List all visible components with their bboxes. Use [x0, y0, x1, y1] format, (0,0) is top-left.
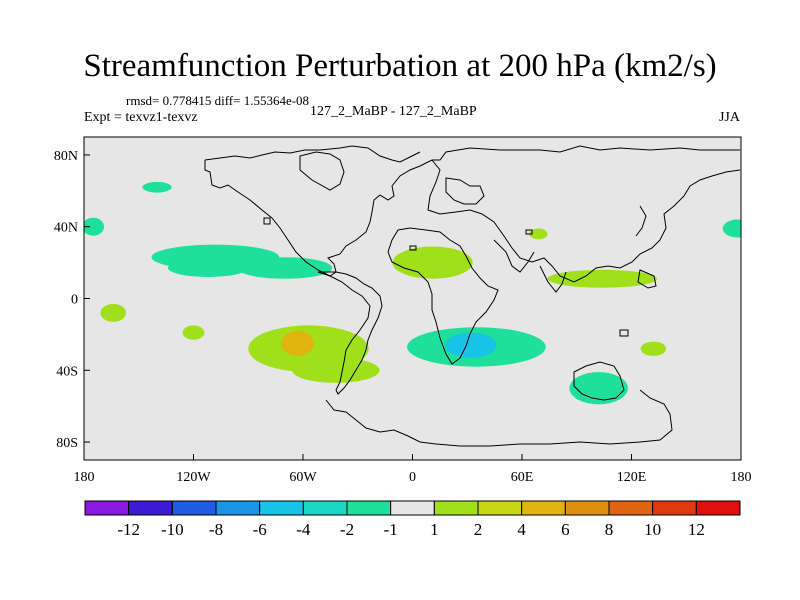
axis-ticks: 80N 40N 0 40S 80S 180 120W 60W 0 60E 120E 180	[54, 149, 752, 485]
contour-region-pos-11	[529, 228, 548, 240]
colorbar-swatch	[390, 500, 435, 516]
colorbar-label: 2	[474, 520, 483, 539]
x-tick-label: 60E	[511, 470, 534, 485]
contour-region-pos-12	[100, 303, 126, 322]
coastline-small-islands	[263, 217, 629, 337]
y-tick-label: 80S	[56, 436, 78, 451]
coastline-north-america	[204, 145, 740, 277]
x-tick-label: 0	[409, 470, 416, 485]
contour-region-neg-8	[445, 332, 497, 358]
coastline-east-asia-islands	[635, 205, 657, 289]
stats-line: rmsd= 0.778415 diff= 1.55364e-08	[126, 93, 310, 108]
colorbar-swatch	[652, 500, 697, 516]
x-tick-label: 120W	[176, 470, 211, 485]
colorbar-swatch	[521, 500, 566, 516]
coastline-antarctica	[325, 389, 673, 447]
colorbar-label: -1	[384, 520, 398, 539]
colorbar-swatch	[433, 500, 479, 516]
colorbar-label: -2	[340, 520, 354, 539]
colorbar-label: 4	[517, 520, 526, 539]
coastline-south-america	[317, 271, 383, 395]
x-tick-label: 180	[731, 470, 752, 485]
contour-region-pos-15	[182, 325, 205, 340]
colorbar-swatch	[302, 500, 348, 516]
y-tick-label: 80N	[54, 149, 78, 164]
contour-region-neg-5	[722, 219, 741, 238]
x-tick-label: 180	[74, 470, 95, 485]
colorbar-label: 12	[688, 520, 705, 539]
colorbar-label: -10	[161, 520, 184, 539]
contour-region-neg-3	[142, 181, 172, 193]
colorbar-swatch	[84, 500, 130, 516]
colorbar-swatch	[564, 500, 610, 516]
colorbar-swatch	[608, 500, 654, 516]
y-tick-label: 40N	[54, 221, 78, 236]
y-tick-label: 0	[71, 293, 78, 308]
colorbar-label: -6	[253, 520, 267, 539]
colorbar-label: -8	[209, 520, 223, 539]
contour-region-neg-2	[237, 257, 333, 279]
coastline-australia	[573, 361, 625, 401]
colorbar: -12 -10 -8 -6 -4 -2 -1 1 2 4 6 8 10 12	[84, 500, 741, 539]
x-tick-label: 120E	[617, 470, 647, 485]
colorbar-label: 10	[644, 520, 661, 539]
contour-fills	[84, 181, 741, 405]
coastline-arabia-india	[493, 239, 567, 293]
coastline-eurasia	[427, 159, 741, 283]
colorbar-swatch	[215, 500, 261, 516]
contour-region-neg-7	[569, 372, 628, 405]
plot-background	[84, 137, 741, 460]
experiment-label: Expt = texvz1-texvz	[84, 110, 198, 125]
comparison-label: 127_2_MaBP - 127_2_MaBP	[310, 104, 477, 119]
y-tick-label: 40S	[56, 364, 78, 379]
colorbar-label: -12	[117, 520, 140, 539]
coastline-africa	[387, 227, 499, 365]
coastline-outlines	[204, 145, 741, 447]
x-tick-label: 60W	[289, 470, 317, 485]
contour-region-pos-9	[392, 246, 473, 279]
colorbar-swatch	[695, 500, 741, 516]
colorbar-label: 6	[561, 520, 570, 539]
colorbar-swatch	[346, 500, 392, 516]
coastline-greenland	[299, 151, 345, 191]
colorbar-swatch	[171, 500, 217, 516]
contour-region-pos-17	[281, 330, 314, 356]
colorbar-swatch	[128, 500, 173, 516]
colorbar-label: 8	[605, 520, 614, 539]
season-label: JJA	[718, 110, 740, 125]
contour-region-pos-10	[547, 269, 658, 288]
contour-region-neg-4	[84, 217, 105, 236]
contour-region-pos-16	[640, 341, 667, 356]
contour-region-pos-14	[292, 357, 380, 383]
colorbar-label: 1	[430, 520, 439, 539]
colorbar-label: -4	[296, 520, 311, 539]
colorbar-swatch	[259, 500, 304, 516]
colorbar-swatch	[477, 500, 523, 516]
chart-title: Streamfunction Perturbation at 200 hPa (…	[83, 48, 717, 84]
